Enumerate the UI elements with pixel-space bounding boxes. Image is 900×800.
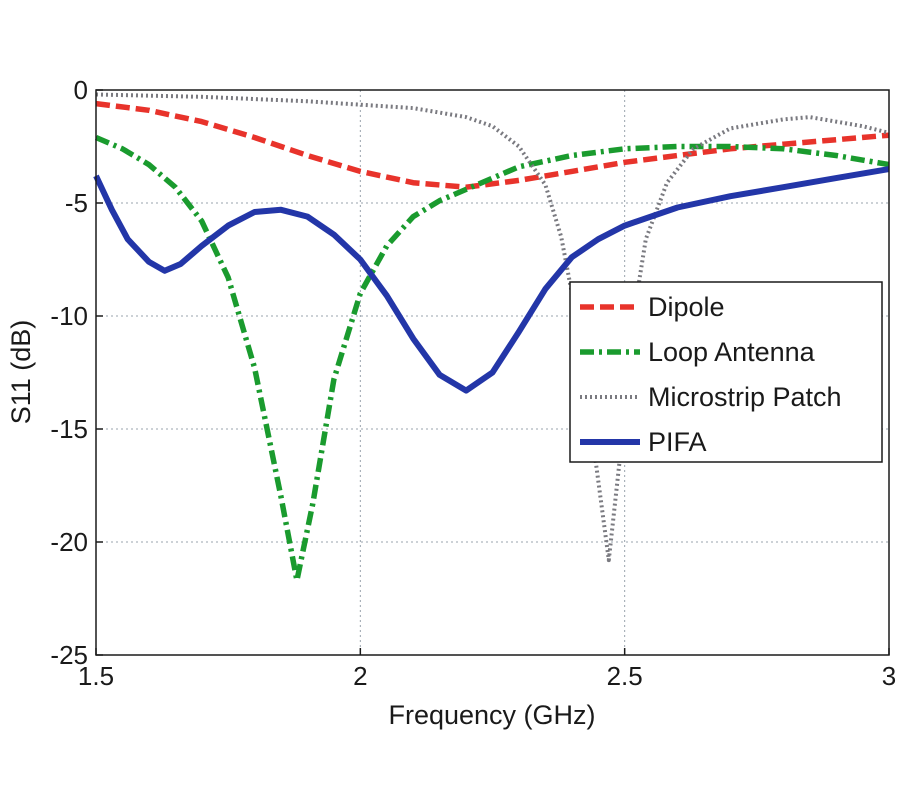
plot-frame bbox=[95, 89, 890, 656]
legend-label-pifa: PIFA bbox=[648, 427, 707, 457]
series-line-dipole bbox=[95, 100, 890, 190]
y-tick-label: -20 bbox=[50, 527, 88, 557]
x-tick-label: 2.5 bbox=[607, 661, 643, 691]
legend-label-microstrip-patch: Microstrip Patch bbox=[648, 382, 842, 412]
legend: Dipole Loop Antenna Microstrip Patch PIFA bbox=[569, 281, 883, 463]
y-tick-label: -10 bbox=[50, 301, 88, 331]
legend-label-dipole: Dipole bbox=[648, 292, 725, 322]
y-tick-label: -15 bbox=[50, 414, 88, 444]
y-tick-label: 0 bbox=[74, 75, 88, 105]
y-tick-label: -25 bbox=[50, 640, 88, 670]
x-axis-label: Frequency (GHz) bbox=[388, 700, 595, 730]
y-tick-label: -5 bbox=[65, 188, 88, 218]
x-tick-label: 2 bbox=[353, 661, 367, 691]
y-axis-label: S11 (dB) bbox=[6, 320, 36, 425]
legend-box bbox=[569, 281, 883, 463]
series-line-microstrip-patch bbox=[95, 92, 890, 563]
series-layer bbox=[93, 92, 890, 584]
x-tick-label: 1.5 bbox=[78, 661, 114, 691]
x-tick-label: 3 bbox=[882, 661, 896, 691]
tick-labels: 1.5 2 2.5 3 0 -5 -10 -15 -20 -25 bbox=[50, 75, 896, 691]
legend-label-loop-antenna: Loop Antenna bbox=[648, 337, 816, 367]
series-line-pifa bbox=[93, 166, 890, 394]
